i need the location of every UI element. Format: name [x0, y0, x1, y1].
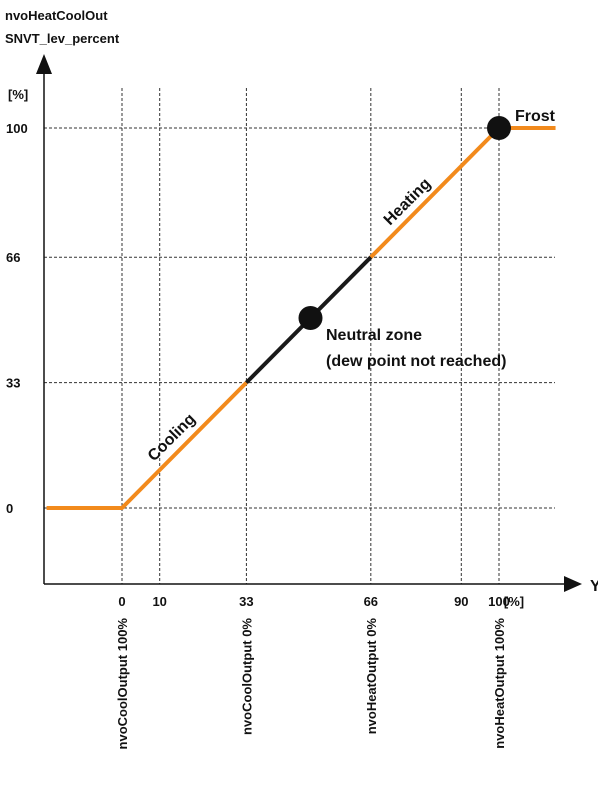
neutral-zone-label-line1: Neutral zone — [326, 327, 422, 344]
y-tick-label: 66 — [6, 250, 20, 265]
series-line — [46, 381, 248, 510]
data-point-marker — [298, 306, 323, 330]
axes — [36, 54, 582, 592]
x-tick-label: 0 — [118, 594, 125, 609]
series-line — [369, 126, 556, 259]
neutral-zone-label-line2: (dew point not reached) — [326, 353, 506, 370]
x-tick-label: 10 — [152, 594, 166, 609]
x-axis-title: Y — [590, 578, 598, 595]
x-annotation-label: nvoHeatOutput 100% — [492, 618, 507, 749]
chart-labels: nvoHeatCoolOut SNVT_lev_percent [%] [%] … — [5, 8, 598, 749]
y-axis-title-line2: SNVT_lev_percent — [5, 31, 120, 46]
x-tick-label: 100 — [488, 594, 510, 609]
x-axis-unit: [%] — [504, 594, 524, 609]
y-axis-unit: [%] — [8, 87, 28, 102]
data-markers — [298, 116, 511, 330]
x-tick-label: 90 — [454, 594, 468, 609]
x-axis-arrow — [564, 576, 582, 592]
x-annotation-label: nvoCoolOutput 100% — [115, 618, 130, 750]
y-axis-arrow — [36, 54, 52, 74]
x-tick-label: 66 — [364, 594, 378, 609]
frost-label: Frost — [515, 108, 556, 125]
y-tick-label: 33 — [6, 376, 20, 391]
y-tick-label: 100 — [6, 121, 28, 136]
x-tick-label: 33 — [239, 594, 253, 609]
y-axis-title-line1: nvoHeatCoolOut — [5, 8, 108, 23]
grid-lines — [44, 88, 555, 584]
data-point-marker — [487, 116, 511, 140]
x-annotation-label: nvoCoolOutput 0% — [239, 618, 254, 735]
y-tick-label: 0 — [6, 501, 13, 516]
x-annotation-label: nvoHeatOutput 0% — [364, 618, 379, 735]
